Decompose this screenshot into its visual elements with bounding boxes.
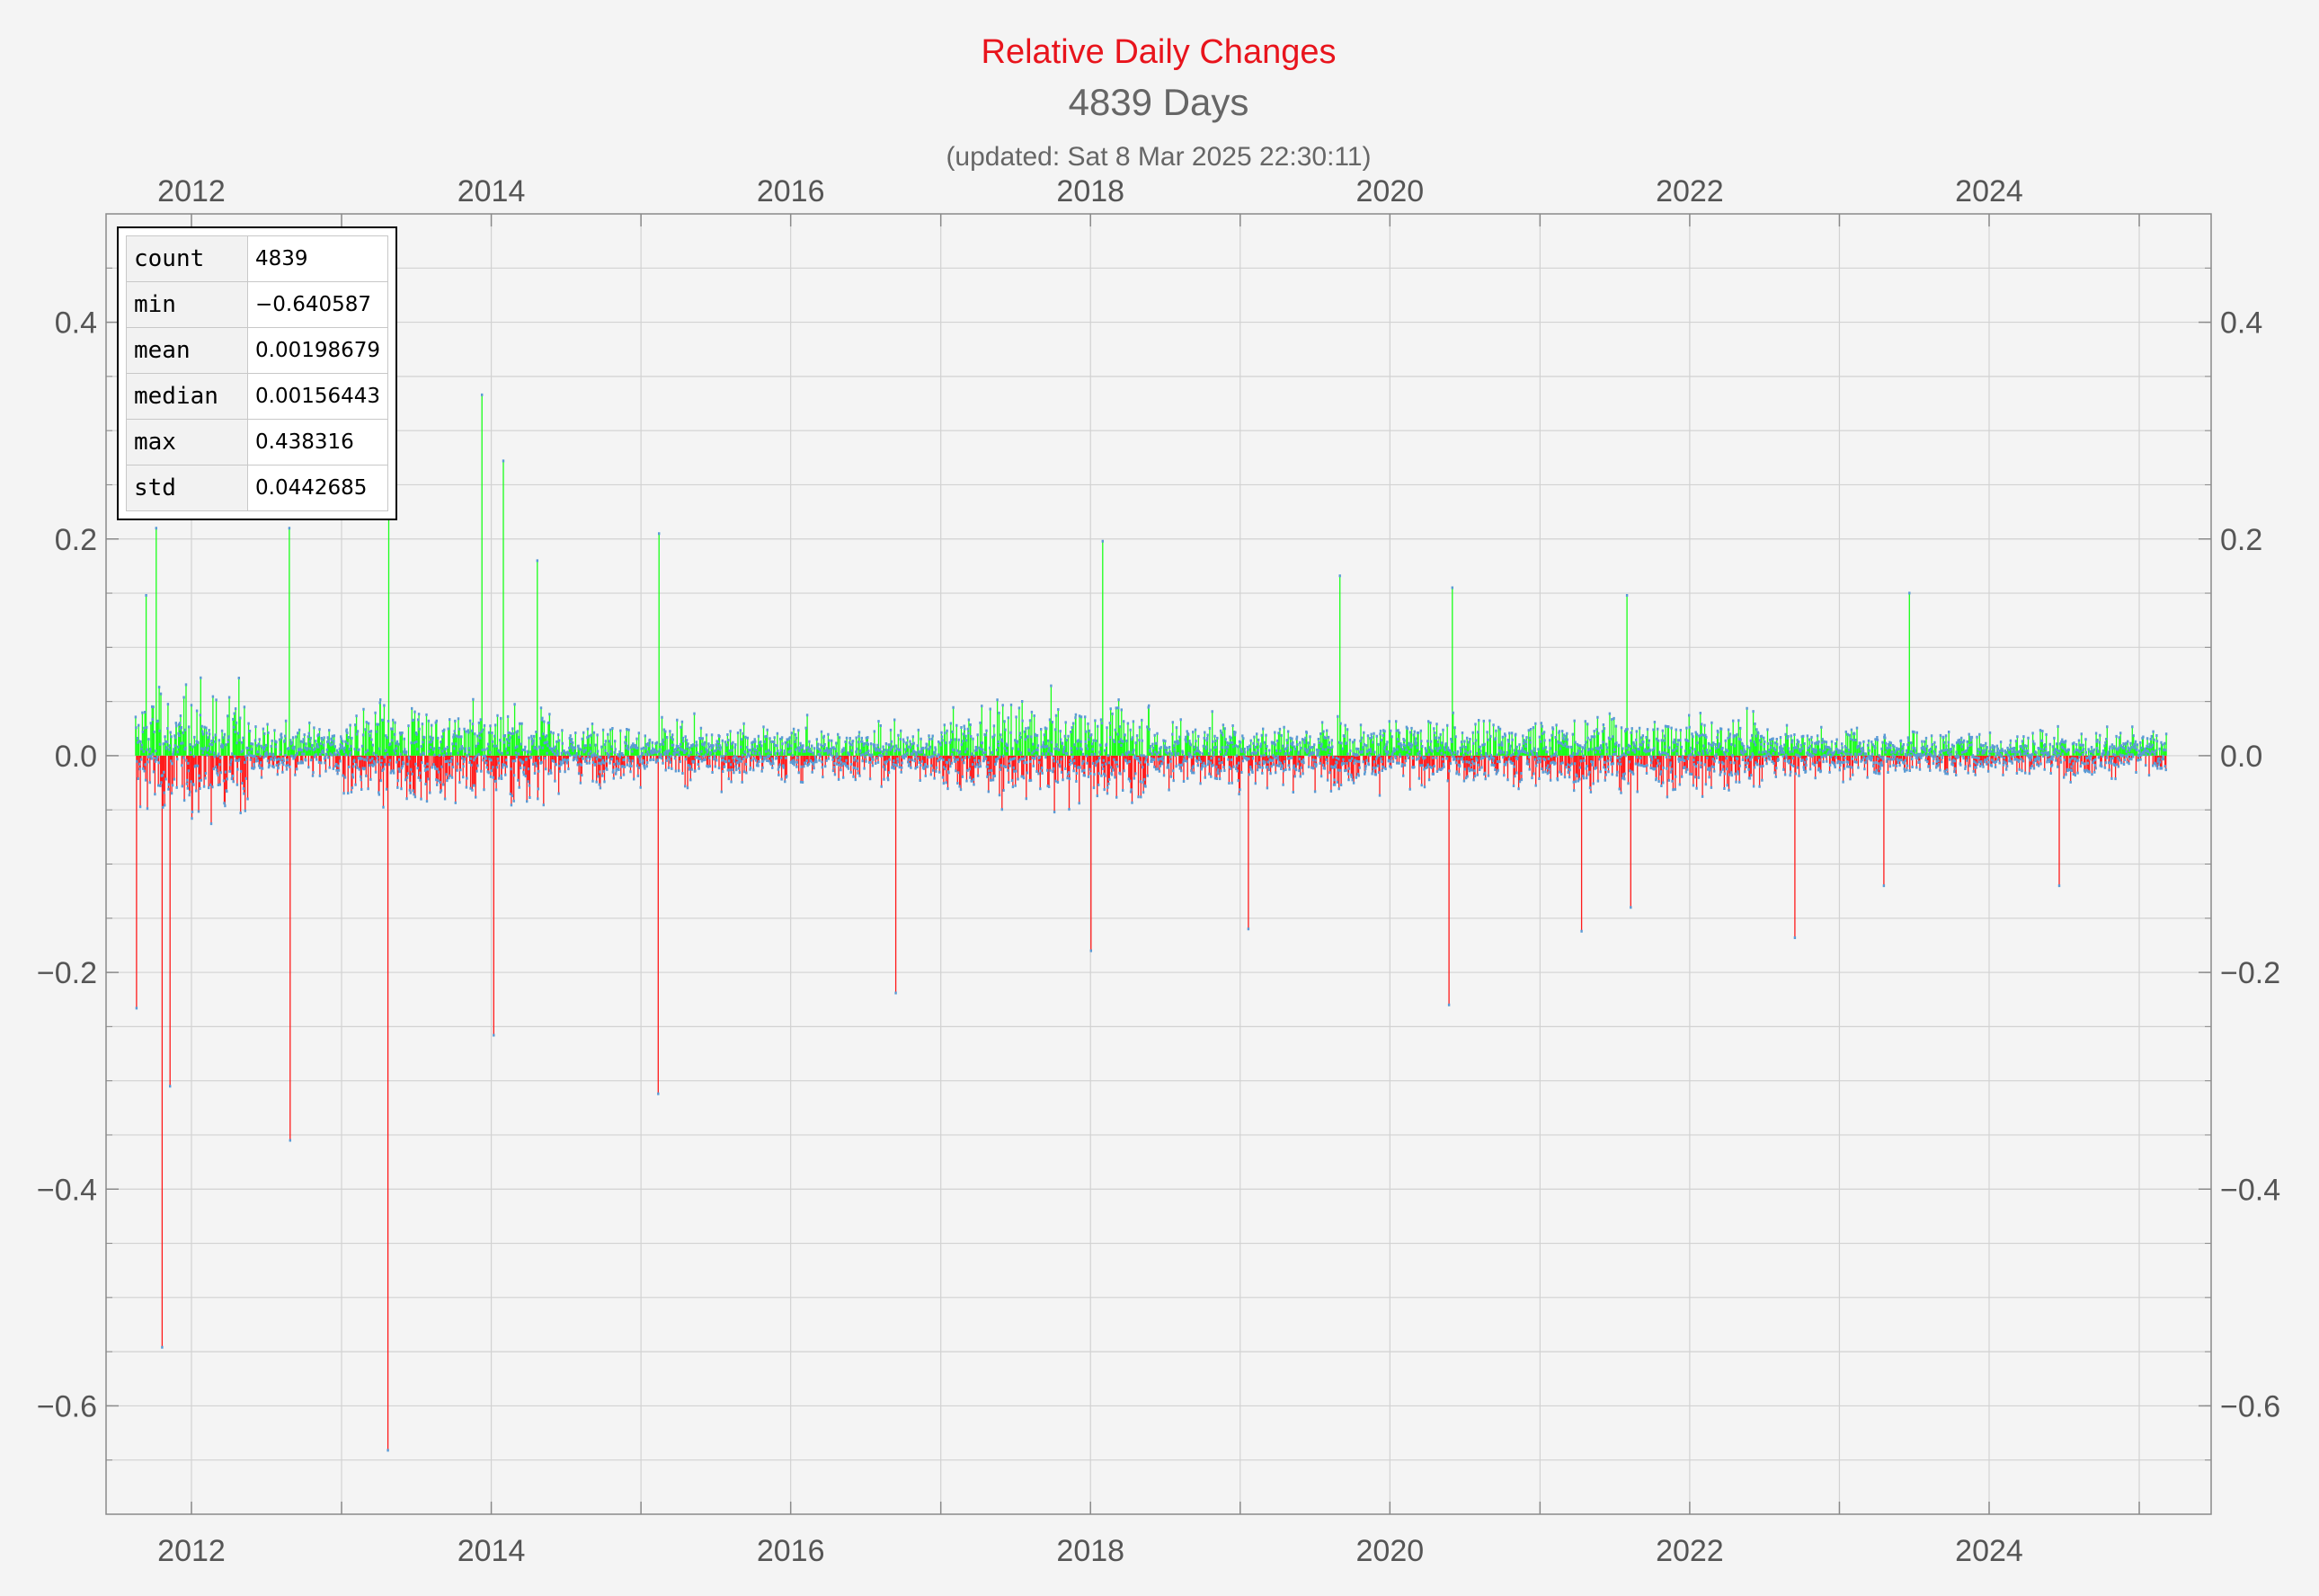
y-tick-label-right: −0.2 — [2220, 956, 2280, 990]
x-tick-label-bottom: 2012 — [157, 1534, 226, 1568]
data-point-markers — [134, 279, 2168, 1452]
x-tick-label-top: 2016 — [757, 174, 825, 208]
y-tick-label-left: −0.4 — [37, 1173, 97, 1207]
stats-key: count — [126, 235, 248, 282]
stats-row: min −0.640587 — [126, 281, 389, 328]
x-tick-label-top: 2020 — [1356, 174, 1425, 208]
stats-value: 0.00156443 — [246, 373, 389, 420]
plot-frame — [105, 213, 2212, 1515]
x-tick-label-bottom: 2024 — [1955, 1534, 2023, 1568]
stats-key: mean — [126, 327, 248, 374]
grid-lines — [106, 214, 2211, 1514]
x-tick-label-top: 2018 — [1056, 174, 1124, 208]
stats-key: median — [126, 373, 248, 420]
stats-value: 0.00198679 — [246, 327, 389, 374]
x-tick-label-bottom: 2018 — [1056, 1534, 1124, 1568]
y-tick-label-right: −0.4 — [2220, 1173, 2280, 1207]
stats-row: median 0.00156443 — [126, 373, 389, 420]
chart-subtitle: 4839 Days — [1069, 81, 1249, 123]
stats-row: std 0.0442685 — [126, 465, 389, 511]
stats-row: count 4839 — [126, 235, 389, 282]
statistics-table: count 4839 min −0.640587 mean 0.00198679 media… — [117, 226, 398, 520]
stats-value: 0.0442685 — [246, 465, 389, 511]
y-tick-label-right: −0.6 — [2220, 1389, 2280, 1423]
stats-grid: count 4839 min −0.640587 mean 0.00198679 media… — [126, 235, 389, 511]
tick-labels: −0.6 −0.6 −0.4 −0.4 −0.2 −0.2 0.0 0.0 0.2 0.2 0.4 0… — [37, 174, 2280, 1568]
x-tick-label-bottom: 2014 — [458, 1534, 526, 1568]
y-tick-label-right: 0.2 — [2220, 523, 2262, 557]
x-tick-label-bottom: 2022 — [1656, 1534, 1724, 1568]
chart-updated-timestamp: (updated: Sat 8 Mar 2025 22:30:11) — [946, 142, 1371, 172]
stats-key: std — [126, 465, 248, 511]
y-tick-label-left: −0.2 — [37, 956, 97, 990]
y-tick-label-left: 0.2 — [55, 523, 97, 557]
stats-value: 4839 — [246, 235, 389, 282]
stats-value: 0.438316 — [246, 419, 389, 466]
stats-row: max 0.438316 — [126, 419, 389, 466]
x-tick-label-top: 2024 — [1955, 174, 2023, 208]
chart-title: Relative Daily Changes — [982, 33, 1337, 71]
y-tick-label-left: −0.6 — [37, 1389, 97, 1423]
y-tick-label-right: 0.4 — [2220, 306, 2262, 341]
y-tick-label-left: 0.0 — [55, 740, 97, 774]
stats-key: max — [126, 419, 248, 466]
x-tick-label-bottom: 2020 — [1356, 1534, 1425, 1568]
x-tick-label-top: 2022 — [1656, 174, 1724, 208]
stats-row: mean 0.00198679 — [126, 327, 389, 374]
bar-series — [134, 279, 2168, 1452]
x-tick-label-top: 2012 — [157, 174, 226, 208]
x-tick-label-top: 2014 — [458, 174, 526, 208]
y-tick-label-left: 0.4 — [55, 306, 97, 341]
x-tick-label-bottom: 2016 — [757, 1534, 825, 1568]
stats-value: −0.640587 — [246, 281, 389, 328]
stats-key: min — [126, 281, 248, 328]
y-tick-label-right: 0.0 — [2220, 740, 2262, 774]
